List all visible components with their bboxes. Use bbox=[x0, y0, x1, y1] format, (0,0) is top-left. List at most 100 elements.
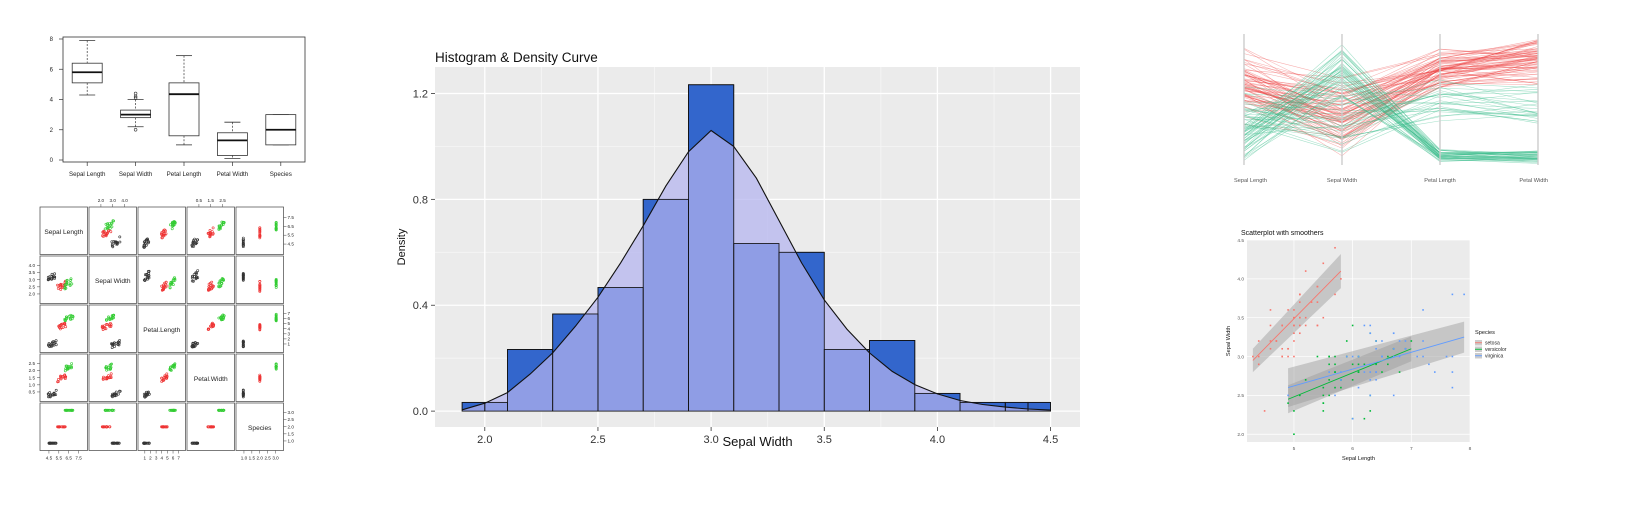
axis-tick-label: 6.5 bbox=[65, 456, 72, 461]
matrix-point bbox=[112, 219, 116, 223]
x-tick-label: 5 bbox=[1293, 446, 1296, 452]
scatter-point bbox=[1334, 386, 1336, 389]
matrix-point bbox=[63, 286, 67, 290]
axis-tick-label: 4.0 bbox=[121, 198, 128, 203]
scatter-point bbox=[1345, 340, 1348, 342]
parallel-line bbox=[1243, 63, 1539, 144]
matrix-point bbox=[108, 324, 112, 328]
axis-tick-label: 2 bbox=[288, 336, 291, 341]
matrix-point bbox=[192, 239, 196, 242]
scatter-point bbox=[1293, 340, 1295, 342]
matrix-point bbox=[163, 285, 167, 289]
parallel-line bbox=[1243, 63, 1539, 119]
matrix-point bbox=[107, 315, 110, 319]
parallel-line bbox=[1243, 65, 1539, 153]
scatter-point bbox=[1257, 340, 1260, 342]
scatter-point bbox=[1392, 355, 1395, 358]
parallel-line bbox=[1243, 108, 1539, 118]
matrix-point bbox=[241, 340, 245, 344]
x-tick-label: 7 bbox=[1410, 446, 1413, 452]
axis-tick-label: 5.5 bbox=[56, 456, 63, 461]
scatter-point bbox=[1281, 324, 1284, 327]
matrix-point bbox=[143, 243, 147, 247]
parallel-line bbox=[1243, 65, 1539, 155]
matrix-point bbox=[50, 344, 54, 348]
parallel-line bbox=[1243, 72, 1539, 156]
scatter-point bbox=[1357, 386, 1360, 389]
parallel-line bbox=[1243, 100, 1539, 132]
parallel-line bbox=[1243, 93, 1539, 104]
matrix-point bbox=[195, 441, 198, 445]
parallel-line bbox=[1243, 77, 1539, 159]
matrix-point bbox=[160, 233, 164, 236]
matrix-point bbox=[143, 242, 147, 245]
scatter-point bbox=[1387, 363, 1389, 366]
parallel-line bbox=[1243, 110, 1539, 139]
matrix-point bbox=[105, 366, 109, 370]
scatter-point bbox=[1293, 316, 1295, 319]
matrix-cell bbox=[137, 353, 186, 402]
matrix-cell bbox=[39, 206, 88, 255]
scatter-point bbox=[1404, 347, 1407, 350]
parallel-line bbox=[1243, 70, 1539, 120]
parallel-line bbox=[1243, 86, 1539, 138]
matrix-point bbox=[111, 441, 114, 445]
matrix-point bbox=[190, 245, 194, 248]
matrix-point bbox=[191, 279, 195, 283]
axis-tick-label: 3.0 bbox=[110, 198, 117, 203]
matrix-point bbox=[163, 425, 167, 429]
x-tick-label: 2.5 bbox=[590, 434, 605, 446]
matrix-point bbox=[241, 390, 245, 394]
parallel-line bbox=[1243, 57, 1539, 114]
confidence-band bbox=[1252, 253, 1341, 373]
parallel-line bbox=[1243, 86, 1539, 97]
matrix-point bbox=[107, 374, 110, 378]
scatter-point bbox=[1404, 340, 1407, 342]
axis-tick-label: 3 bbox=[288, 331, 291, 336]
x-tick-label: 2.0 bbox=[477, 434, 492, 446]
scatter-point bbox=[1375, 363, 1377, 366]
matrix-point bbox=[241, 388, 245, 392]
matrix-point bbox=[258, 325, 262, 329]
matrix-point bbox=[46, 275, 50, 279]
parallel-line bbox=[1243, 78, 1539, 156]
matrix-point bbox=[258, 324, 262, 328]
matrix-point bbox=[59, 284, 62, 288]
parallel-line bbox=[1243, 70, 1539, 112]
matrix-point bbox=[217, 285, 220, 288]
matrix-point bbox=[161, 288, 165, 292]
outlier-point bbox=[133, 96, 138, 100]
scatter-point bbox=[1334, 246, 1336, 249]
matrix-point bbox=[65, 316, 69, 320]
matrix-point bbox=[68, 408, 72, 412]
parallel-line bbox=[1243, 96, 1539, 162]
scatter-point bbox=[1392, 347, 1395, 350]
matrix-point bbox=[170, 281, 174, 284]
scatter-point bbox=[1322, 394, 1325, 397]
matrix-point bbox=[207, 282, 211, 286]
scatter-point bbox=[1363, 371, 1366, 373]
scatter-point bbox=[1375, 379, 1377, 381]
parallel-line bbox=[1243, 60, 1539, 93]
plot-background bbox=[1247, 240, 1470, 442]
parallel-line bbox=[1243, 61, 1539, 124]
matrix-point bbox=[101, 377, 105, 381]
scatter-point bbox=[1252, 355, 1254, 358]
y-tick-label: 3.5 bbox=[1237, 315, 1244, 321]
matrix-point bbox=[143, 273, 147, 277]
scatter-point bbox=[1322, 262, 1325, 265]
y-tick-label: 2.5 bbox=[1237, 393, 1244, 399]
parallel-line bbox=[1243, 48, 1539, 89]
matrix-point bbox=[241, 238, 245, 242]
matrix-point bbox=[117, 341, 121, 345]
parallel-line bbox=[1243, 40, 1539, 103]
axis-tick-label: 4.0 bbox=[29, 263, 36, 268]
matrix-point bbox=[62, 322, 66, 326]
matrix-point bbox=[211, 285, 215, 289]
parallel-line bbox=[1243, 87, 1539, 162]
scatter-point bbox=[1299, 332, 1301, 335]
parallel-line bbox=[1243, 67, 1539, 154]
matrix-point bbox=[218, 285, 222, 288]
matrix-point bbox=[220, 282, 224, 285]
scatter-point bbox=[1299, 324, 1301, 327]
